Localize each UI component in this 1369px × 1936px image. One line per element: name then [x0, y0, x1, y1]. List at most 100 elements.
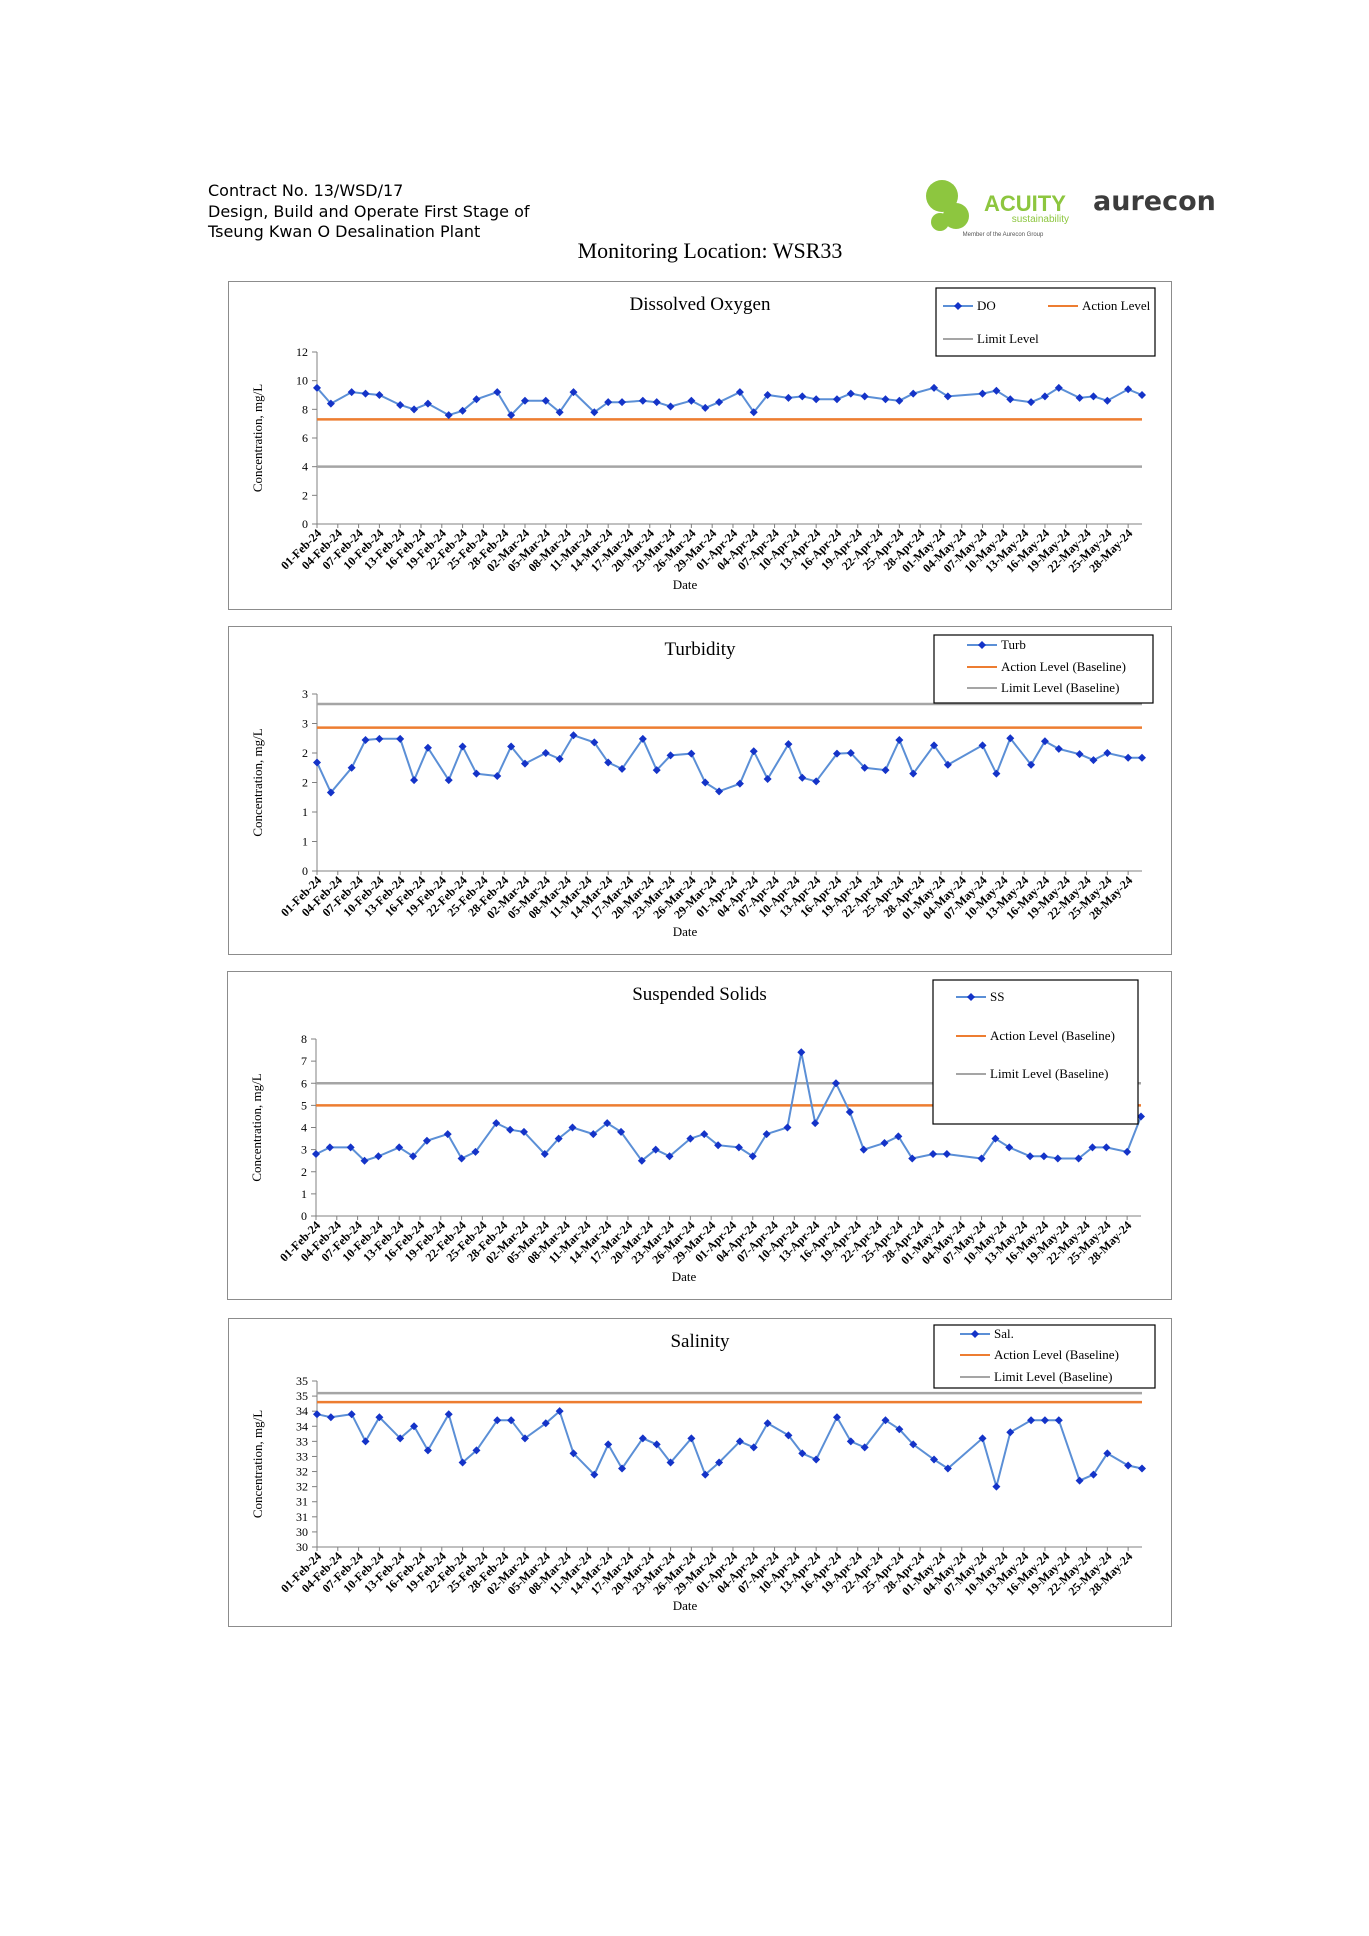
chart-panel: Turbidity011223301-Feb-2404-Feb-2407-Feb…	[228, 626, 1172, 955]
y-tick-label: 7	[301, 1054, 307, 1068]
legend-label: Action Level (Baseline)	[1001, 659, 1126, 674]
data-point	[589, 1130, 598, 1139]
data-point	[930, 383, 939, 392]
data-point	[666, 751, 675, 760]
y-tick-label: 31	[296, 1510, 308, 1524]
data-point	[992, 386, 1001, 395]
data-point	[1089, 1470, 1098, 1479]
data-point	[1006, 734, 1015, 743]
y-tick-label: 10	[296, 374, 308, 388]
data-point	[444, 411, 453, 420]
data-point	[880, 1138, 889, 1147]
data-point	[651, 1145, 660, 1154]
data-point	[1124, 753, 1133, 762]
data-point	[943, 760, 952, 769]
data-point	[347, 388, 356, 397]
data-point	[540, 1150, 549, 1159]
data-point	[715, 398, 724, 407]
data-point	[1027, 398, 1036, 407]
data-point	[1102, 1143, 1111, 1152]
data-point	[395, 1143, 404, 1152]
data-point	[812, 1455, 821, 1464]
data-point	[361, 1437, 370, 1446]
data-point	[1040, 1416, 1049, 1425]
data-point	[859, 1145, 868, 1154]
data-point	[1027, 760, 1036, 769]
data-point	[347, 763, 356, 772]
x-axis-title: Date	[673, 1598, 698, 1613]
data-point	[665, 1152, 674, 1161]
data-point	[569, 388, 578, 397]
legend-marker	[954, 302, 962, 310]
legend-label: Limit Level	[977, 331, 1039, 346]
location-title: Monitoring Location: WSR33	[578, 238, 843, 263]
data-point	[361, 389, 370, 398]
data-point	[1075, 393, 1084, 402]
legend-label: Limit Level (Baseline)	[990, 1066, 1108, 1081]
data-point	[943, 392, 952, 401]
data-point	[715, 1458, 724, 1467]
data-point	[569, 731, 578, 740]
data-point	[326, 399, 335, 408]
data-point	[493, 388, 502, 397]
data-point	[361, 736, 370, 745]
data-point	[991, 1134, 1000, 1143]
data-point	[458, 406, 467, 415]
data-point	[422, 1136, 431, 1145]
legend-label: Limit Level (Baseline)	[1001, 680, 1119, 695]
legend-label: Action Level	[1082, 298, 1151, 313]
data-point	[1006, 1428, 1015, 1437]
data-point	[881, 766, 890, 775]
logo-circle	[943, 203, 969, 229]
data-point	[1027, 1416, 1036, 1425]
data-point	[458, 742, 467, 751]
data-point	[1054, 1416, 1063, 1425]
data-point	[798, 392, 807, 401]
data-point	[715, 787, 724, 796]
data-point	[666, 402, 675, 411]
y-tick-label: 3	[301, 1143, 307, 1157]
aurecon-logo: aurecon	[1093, 186, 1216, 217]
data-point	[396, 401, 405, 410]
data-point	[992, 769, 1001, 778]
data-point	[1137, 1112, 1145, 1121]
data-point	[929, 1150, 938, 1159]
y-tick-label: 5	[301, 1098, 307, 1112]
y-tick-label: 32	[296, 1465, 308, 1479]
data-point	[555, 754, 564, 763]
data-point	[930, 741, 939, 750]
data-point	[493, 1416, 502, 1425]
data-point	[313, 758, 321, 767]
data-point	[763, 1419, 772, 1428]
y-tick-label: 2	[302, 488, 308, 502]
data-point	[457, 1154, 466, 1163]
data-point	[749, 747, 758, 756]
data-point	[1103, 1449, 1112, 1458]
y-tick-label: 32	[296, 1480, 308, 1494]
data-point	[423, 399, 432, 408]
data-point	[604, 398, 613, 407]
contract-line: Design, Build and Operate First Stage of	[208, 202, 530, 221]
data-point	[569, 1449, 578, 1458]
contract-line: Tseung Kwan O Desalination Plant	[207, 222, 480, 241]
chart-title: Turbidity	[664, 639, 736, 660]
y-axis-title: Concentration, mg/L	[250, 384, 265, 492]
data-point	[930, 1455, 939, 1464]
data-point	[797, 1048, 806, 1057]
legend-marker	[971, 1330, 979, 1338]
data-point	[784, 393, 793, 402]
data-point	[520, 759, 529, 768]
data-point	[1039, 1152, 1048, 1161]
data-point	[312, 1150, 320, 1159]
data-point	[472, 395, 481, 404]
data-point	[555, 408, 564, 417]
data-point	[313, 383, 321, 392]
data-point	[492, 1119, 501, 1128]
data-point	[763, 774, 772, 783]
logo-circle	[926, 180, 958, 212]
data-point	[410, 405, 419, 414]
data-point	[687, 1434, 696, 1443]
data-point	[347, 1410, 356, 1419]
acuity-text: ACUITY	[984, 191, 1066, 216]
